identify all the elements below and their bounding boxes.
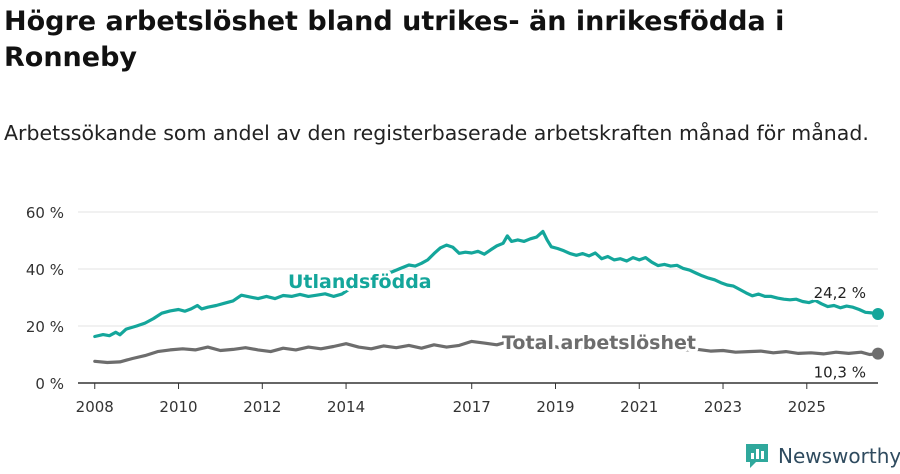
y-tick-label: 0 % bbox=[35, 375, 64, 393]
chart-subtitle: Arbetssökande som andel av den registerb… bbox=[4, 121, 869, 145]
label-utlandsfodda: Utlandsfödda bbox=[288, 271, 432, 293]
y-axis-ticks: 0 % 20 % 40 % 60 % bbox=[26, 204, 64, 393]
end-value-utlandsfodda: 24,2 % bbox=[814, 284, 866, 302]
label-total: Total arbetslöshet bbox=[502, 332, 696, 354]
x-tick-label: 2017 bbox=[453, 398, 491, 416]
brand-name: Newsworthy bbox=[778, 444, 900, 468]
grid-lines bbox=[78, 211, 878, 327]
series-end-marker bbox=[872, 347, 884, 360]
x-tick-label: 2023 bbox=[704, 398, 742, 416]
x-tick-label: 2019 bbox=[536, 398, 574, 416]
newsworthy-logo-icon bbox=[746, 444, 768, 468]
series-layer bbox=[93, 229, 884, 365]
y-tick-label: 20 % bbox=[26, 318, 64, 336]
y-tick-label: 60 % bbox=[26, 204, 64, 222]
series-end-marker bbox=[872, 308, 884, 321]
x-tick-label: 2021 bbox=[620, 398, 658, 416]
x-tick-label: 2010 bbox=[159, 398, 197, 416]
x-tick-label: 2025 bbox=[788, 398, 826, 416]
x-tick-label: 2012 bbox=[243, 398, 281, 416]
series-line-utlandsfodda bbox=[93, 229, 880, 339]
series-labels: Utlandsfödda Total arbetslöshet 24,2 % 10,3… bbox=[285, 268, 868, 384]
end-value-total: 10,3 % bbox=[814, 364, 866, 382]
chart-title: Högre arbetslöshet bland utrikes- än inr… bbox=[4, 6, 785, 73]
x-tick-label: 2014 bbox=[327, 398, 365, 416]
x-tick-label: 2008 bbox=[76, 398, 114, 416]
series-line-total bbox=[93, 339, 880, 365]
x-axis-ticks: 2008 2010 2012 2014 2017 2019 2021 2023 2025 bbox=[76, 383, 826, 416]
y-tick-label: 40 % bbox=[26, 261, 64, 279]
brand-logo: Newsworthy bbox=[744, 441, 900, 471]
